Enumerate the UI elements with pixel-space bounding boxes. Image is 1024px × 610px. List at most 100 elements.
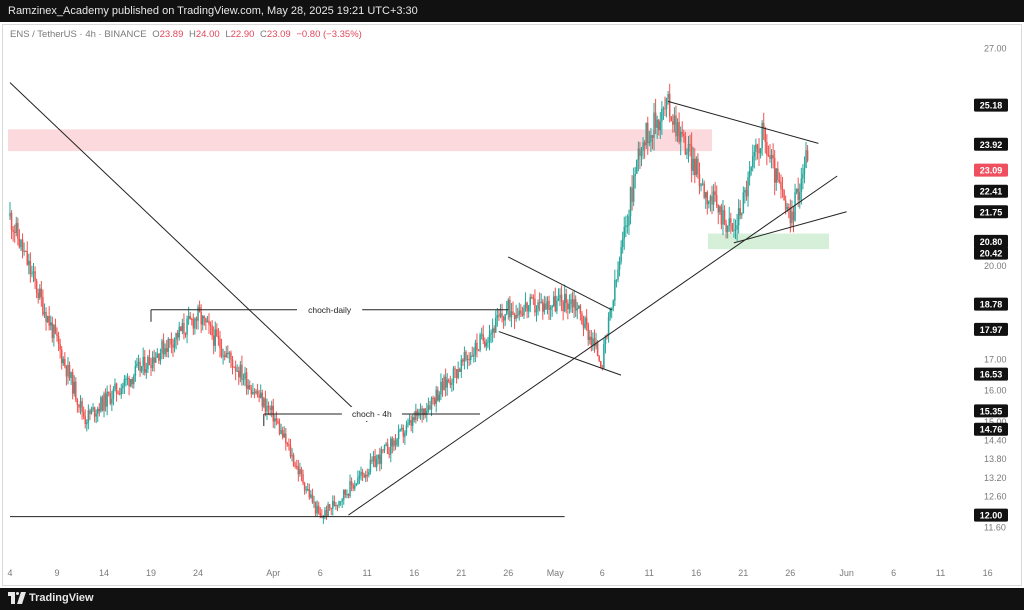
choch-label-0: choch-daily <box>308 305 352 315</box>
candle-body <box>407 422 409 425</box>
candle-body <box>628 216 630 226</box>
candle-body <box>35 280 38 293</box>
x-tick-8: 16 <box>409 568 419 578</box>
candle-body <box>9 212 11 217</box>
candle-body <box>568 303 571 310</box>
candle-body <box>636 159 638 174</box>
candle-body <box>372 455 375 462</box>
candle-body <box>421 408 423 416</box>
candle-body <box>205 318 207 323</box>
candle-body <box>122 385 124 389</box>
candle-body <box>86 422 88 425</box>
candle-body <box>216 329 218 337</box>
candle-body <box>592 338 594 346</box>
price-label-10: 15.35 <box>980 406 1003 416</box>
candle-body <box>739 208 741 216</box>
candle-body <box>429 405 431 410</box>
candle-body <box>767 154 770 156</box>
candle-body <box>48 316 50 326</box>
candle-body <box>106 391 108 407</box>
candle-body <box>343 489 345 500</box>
candle-body <box>291 455 293 457</box>
candle-body <box>422 408 425 416</box>
candle-body <box>118 393 121 395</box>
candle-body <box>201 316 204 325</box>
candle-body <box>390 438 392 455</box>
candle-body <box>134 365 137 377</box>
candle-body <box>347 493 350 497</box>
candle-body <box>800 178 803 193</box>
candle-body <box>665 98 668 109</box>
candle-body <box>726 225 729 233</box>
candle-body <box>341 499 343 502</box>
candle-body <box>458 369 461 372</box>
price-label-bg-12 <box>974 508 1008 522</box>
low-value: 22.90 <box>230 29 255 40</box>
candle-body <box>24 250 27 252</box>
candle-body <box>112 388 115 399</box>
candle-body <box>659 121 662 131</box>
candle-body <box>444 376 447 388</box>
candle-body <box>607 316 610 336</box>
candle-body <box>368 472 370 476</box>
candle-body <box>382 449 384 451</box>
candle-body <box>741 213 743 216</box>
candle-body <box>220 347 223 357</box>
candle-body <box>720 206 723 225</box>
candle-body <box>104 393 107 407</box>
candle-body <box>380 449 383 464</box>
candle-body <box>95 413 97 417</box>
candle-body <box>136 363 138 366</box>
candle-body <box>629 187 632 217</box>
candle-body <box>29 260 32 274</box>
candle-body <box>396 439 398 446</box>
candle-body <box>128 377 130 387</box>
candle-body <box>427 405 430 411</box>
candle-body <box>64 358 66 366</box>
candle-body <box>170 339 173 345</box>
candle-body <box>352 485 354 489</box>
candle-body <box>788 207 790 209</box>
candle-body <box>53 324 55 339</box>
candle-body <box>717 205 720 213</box>
candle-body <box>148 356 151 366</box>
price-label-bg-9 <box>974 367 1008 381</box>
candle-body <box>664 108 666 110</box>
candle-body <box>704 192 707 198</box>
price-label-9: 16.53 <box>980 370 1003 380</box>
candle-body <box>598 356 600 362</box>
candle-body <box>766 142 768 155</box>
price-label-bg-3 <box>974 184 1008 198</box>
channel-upper-line <box>507 256 612 311</box>
candle-body <box>363 474 365 478</box>
y-tick-6: 13.80 <box>984 454 1007 464</box>
tradingview-logo[interactable]: TradingView <box>8 592 94 604</box>
candle-body <box>299 469 301 475</box>
price-label-bg-5 <box>974 234 1008 248</box>
y-tick-8: 12.60 <box>984 491 1007 501</box>
candle-body <box>448 379 450 382</box>
candle-body <box>573 299 575 308</box>
candle-body <box>747 177 749 197</box>
zones-layer <box>8 129 829 250</box>
candle-body <box>333 501 336 507</box>
candle-body <box>513 314 516 319</box>
candle-body <box>411 417 414 426</box>
candle-body <box>614 280 616 301</box>
candle-body <box>192 319 195 329</box>
candle-body <box>736 225 738 230</box>
candle-body <box>455 369 458 379</box>
candle-body <box>516 314 519 316</box>
candle-body <box>107 391 110 394</box>
candle-body <box>585 317 588 325</box>
candle-body <box>654 112 657 128</box>
candle-body <box>498 315 500 317</box>
tradingview-brand: TradingView <box>29 592 94 604</box>
ascending-trendline <box>348 175 838 516</box>
candle-body <box>335 504 337 507</box>
x-tick-10: 26 <box>503 568 513 578</box>
candle-body <box>20 239 22 248</box>
candle-body <box>795 188 798 193</box>
channel-lower-line <box>498 331 622 376</box>
